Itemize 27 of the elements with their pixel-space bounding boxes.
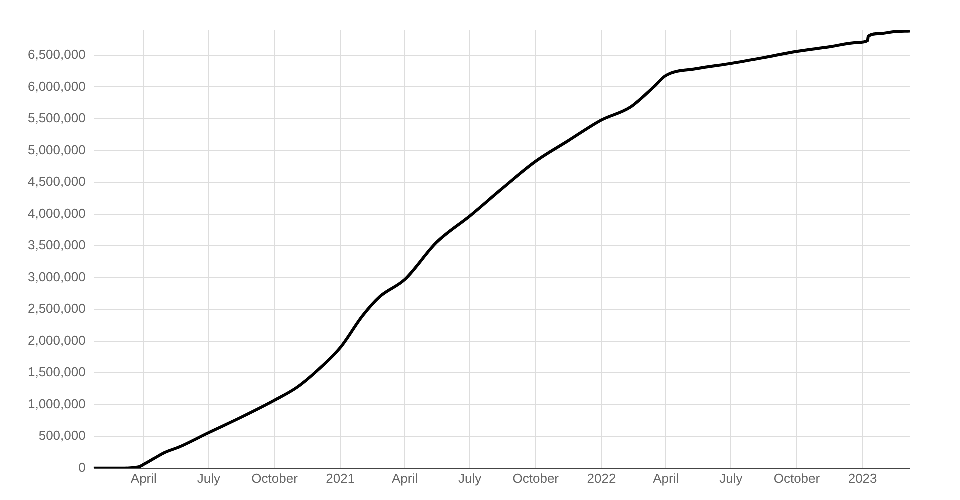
x-tick-label: 2023 (848, 470, 878, 486)
y-tick-label: 3,000,000 (28, 269, 86, 284)
x-tick-label: October (512, 470, 560, 486)
x-tick-label: July (197, 470, 222, 486)
y-tick-label: 4,500,000 (28, 174, 86, 190)
x-tick-label: April (653, 470, 680, 486)
y-tick-label: 1,500,000 (28, 364, 86, 380)
line-series (94, 30, 910, 468)
y-tick-label: 2,500,000 (28, 301, 86, 316)
y-tick-label: 500,000 (38, 428, 86, 444)
y-tick-label: 3,500,000 (28, 238, 86, 253)
x-tick-label: April (130, 470, 158, 486)
y-tick-label: 6,000,000 (28, 78, 86, 94)
y-tick-label: 2,000,000 (28, 332, 86, 348)
x-tick-label: April (392, 470, 418, 486)
x-tick-label: July (458, 470, 482, 486)
x-tick-label: July (720, 470, 744, 486)
x-tick-label: 2021 (326, 470, 356, 486)
y-tick-label: 0 (78, 460, 86, 475)
y-tick-label: 5,000,000 (28, 142, 86, 158)
x-tick-label: October (774, 470, 821, 486)
x-tick-label: 2022 (587, 470, 616, 486)
y-tick-label: 6,500,000 (28, 46, 86, 62)
y-tick-label: 1,000,000 (28, 396, 86, 412)
y-tick-label: 5,500,000 (28, 110, 86, 126)
x-tick-label: October (252, 470, 299, 486)
y-tick-label: 4,000,000 (28, 206, 86, 221)
